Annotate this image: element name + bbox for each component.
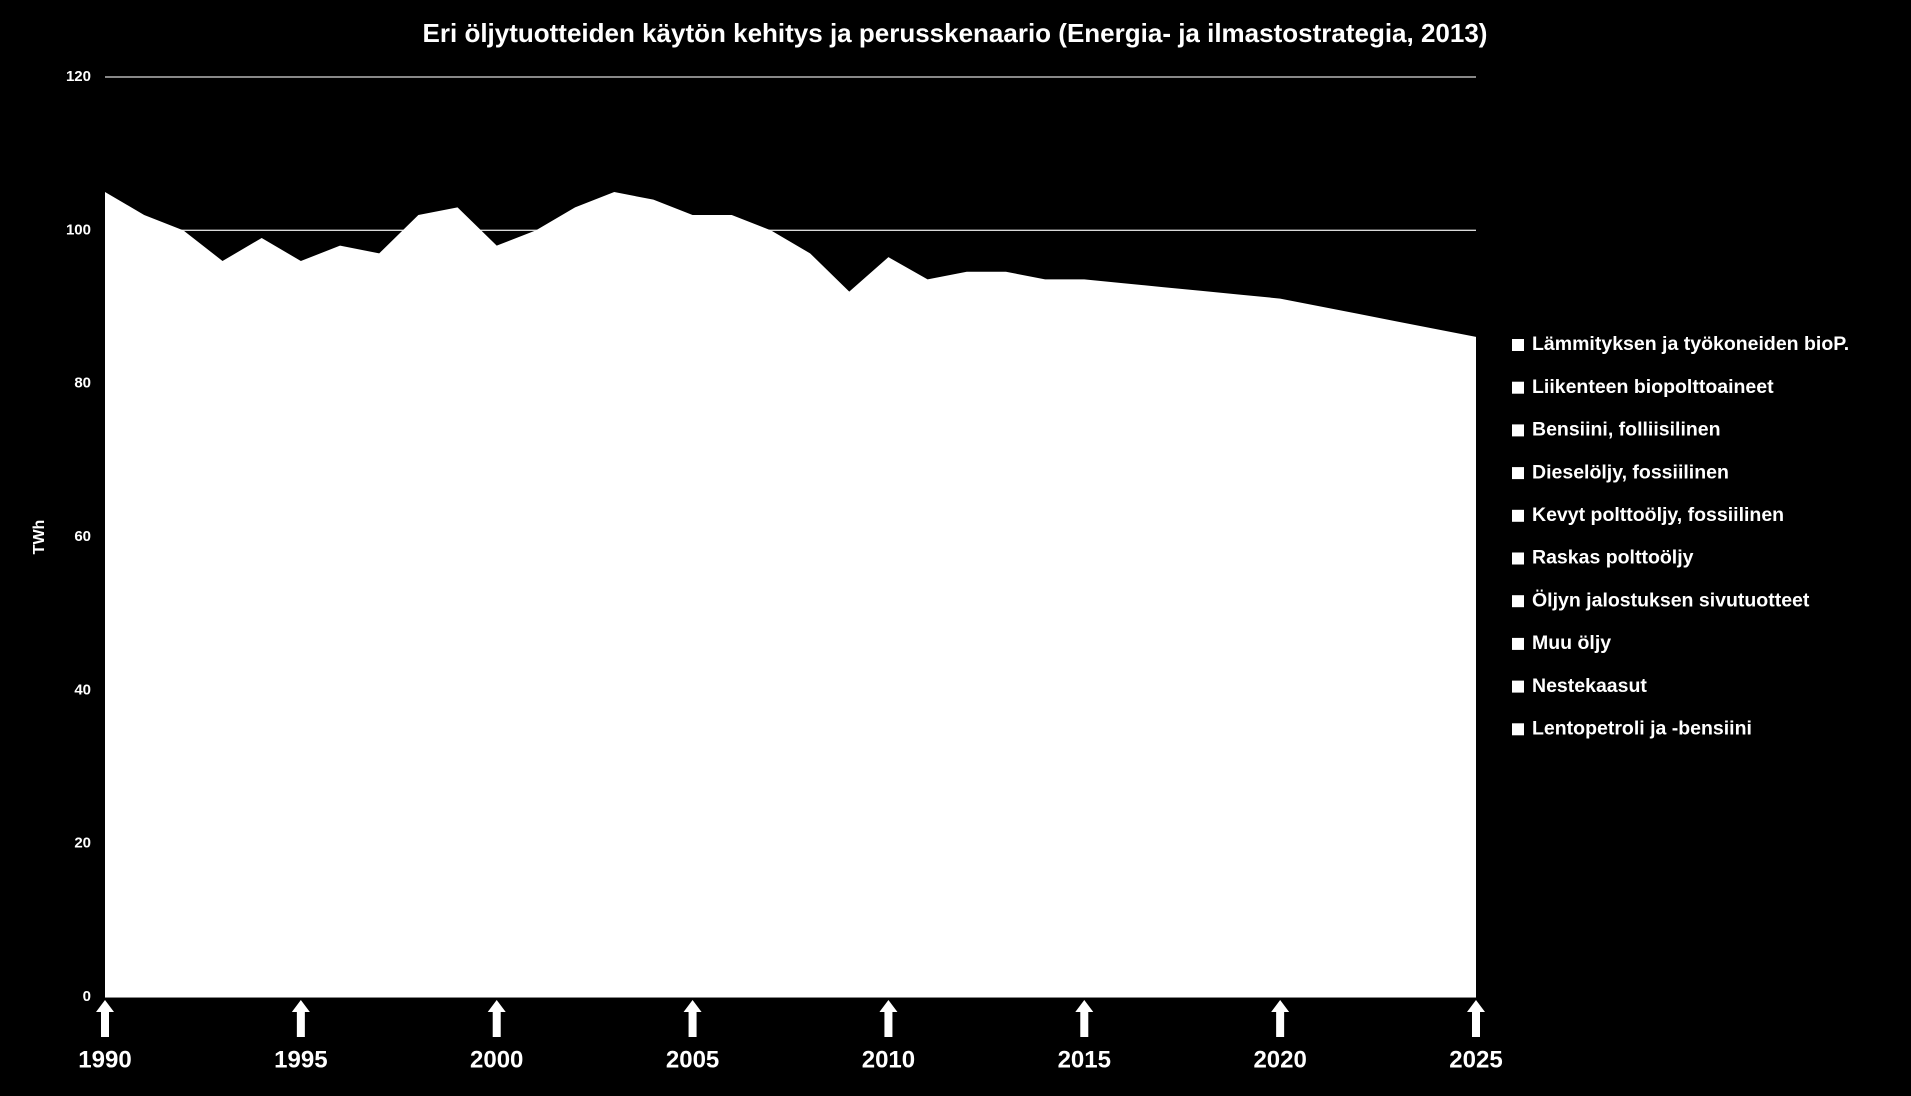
legend-label: Lentopetroli ja -bensiini [1532, 717, 1752, 739]
x-tick-arrow [1467, 1000, 1485, 1037]
y-tick-label: 100 [66, 221, 91, 238]
y-tick-label: 80 [74, 375, 91, 392]
y-tick-label: 120 [66, 68, 91, 85]
legend-swatch [1512, 595, 1524, 608]
legend-swatch [1512, 467, 1524, 480]
y-tick-label: 0 [83, 988, 91, 1005]
y-axis-label: TWh [31, 520, 48, 555]
legend-label: Raskas polttoöljy [1532, 547, 1694, 569]
y-tick-label: 40 [74, 681, 91, 698]
x-tick-arrow [879, 1000, 898, 1037]
legend-swatch [1512, 552, 1524, 565]
x-tick-arrow [1271, 1000, 1290, 1037]
legend-swatch [1512, 723, 1524, 736]
x-tick-arrow [487, 1000, 506, 1037]
x-tick-label: 2005 [666, 1046, 719, 1073]
x-tick-label: 1995 [274, 1046, 327, 1073]
x-tick-label: 2000 [470, 1046, 523, 1073]
y-tick-label: 60 [74, 528, 91, 545]
x-tick-arrow [96, 1000, 114, 1037]
x-tick-arrow [1075, 1000, 1094, 1037]
legend-swatch [1512, 381, 1524, 394]
legend-label: Öljyn jalostuksen sivutuotteet [1532, 588, 1810, 611]
legend-swatch [1512, 509, 1524, 522]
x-tick-label: 2025 [1449, 1046, 1502, 1073]
legend-label: Kevyt polttoöljy, fossiilinen [1532, 504, 1784, 526]
legend-label: Lämmityksen ja työkoneiden bioP. [1532, 333, 1849, 355]
x-tick-label: 2015 [1058, 1046, 1111, 1073]
legend-swatch [1512, 424, 1524, 437]
y-tick-label: 20 [74, 835, 91, 852]
legend-swatch [1512, 637, 1524, 650]
legend-swatch [1512, 680, 1524, 693]
x-tick-label: 2020 [1253, 1046, 1306, 1073]
chart-title: Eri öljytuotteiden käytön kehitys ja per… [423, 18, 1488, 48]
legend-label: Bensiini, folliisilinen [1532, 419, 1721, 441]
legend-label: Liikenteen biopolttoaineet [1532, 376, 1774, 398]
legend-label: Muu öljy [1532, 632, 1611, 654]
legend-label: Nestekaasut [1532, 675, 1647, 697]
x-tick-arrow [683, 1000, 702, 1037]
x-tick-label: 1990 [78, 1046, 131, 1073]
legend-label: Dieselöljy, fossiilinen [1532, 461, 1729, 483]
legend-swatch [1512, 339, 1524, 351]
x-tick-label: 2010 [862, 1046, 915, 1073]
x-tick-arrow [291, 1000, 310, 1037]
area [105, 192, 1476, 997]
